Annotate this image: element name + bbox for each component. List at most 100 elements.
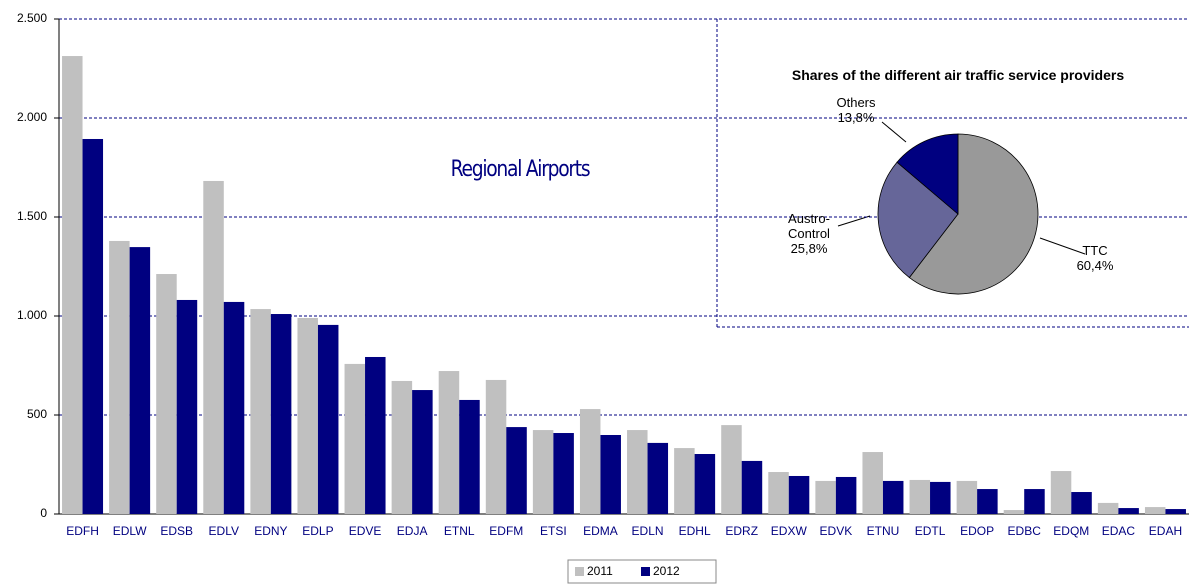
x-tick-label: EDLN bbox=[632, 524, 664, 538]
bar bbox=[956, 480, 978, 514]
x-tick-label: EDHL bbox=[679, 524, 711, 538]
x-tick-label: EDLP bbox=[302, 524, 333, 538]
y-tick-label: 1.000 bbox=[17, 308, 47, 322]
y-tick-label: 0 bbox=[40, 506, 47, 520]
bar bbox=[882, 480, 904, 514]
bar bbox=[223, 301, 245, 514]
x-tick-label: EDAH bbox=[1149, 524, 1182, 538]
x-tick-label: ETSI bbox=[540, 524, 567, 538]
legend-label: 2011 bbox=[587, 564, 613, 578]
pie-label: Others 13,8% bbox=[826, 95, 886, 125]
pie-slice bbox=[877, 161, 959, 279]
legend-label: 2012 bbox=[653, 564, 680, 578]
bar bbox=[674, 448, 695, 514]
bar bbox=[317, 324, 339, 514]
x-tick-label: EDJA bbox=[397, 524, 428, 538]
bar bbox=[768, 472, 789, 514]
bar bbox=[909, 479, 931, 514]
x-tick-label: EDVK bbox=[820, 524, 853, 538]
bar bbox=[459, 399, 480, 514]
bar bbox=[579, 409, 601, 514]
bar bbox=[1003, 510, 1025, 514]
x-tick-label: EDNY bbox=[254, 524, 287, 538]
pie-value: 13,8% bbox=[837, 110, 875, 125]
bar bbox=[788, 475, 810, 514]
bar bbox=[129, 247, 151, 514]
pie-category: TTC bbox=[1082, 243, 1108, 258]
bar bbox=[438, 371, 460, 514]
y-tick-label: 2.000 bbox=[17, 110, 47, 124]
x-tick-label: EDRZ bbox=[725, 524, 758, 538]
bar bbox=[815, 480, 836, 514]
bar bbox=[391, 380, 413, 514]
x-tick-label: EDBC bbox=[1008, 524, 1042, 538]
x-tick-label: ETNU bbox=[867, 524, 900, 538]
bar bbox=[270, 314, 292, 514]
bar bbox=[344, 363, 366, 514]
legend-swatch bbox=[641, 567, 650, 576]
pie-label: Austro-Control 25,8% bbox=[778, 211, 840, 256]
pie-value: 25,8% bbox=[790, 241, 828, 256]
x-tick-label: EDAC bbox=[1102, 524, 1136, 538]
bar bbox=[1097, 502, 1119, 514]
bar bbox=[176, 299, 198, 514]
bar bbox=[1071, 492, 1092, 514]
bar bbox=[721, 425, 742, 514]
bar bbox=[694, 454, 716, 514]
bar bbox=[835, 476, 857, 514]
x-tick-label: EDQM bbox=[1053, 524, 1089, 538]
bar bbox=[977, 489, 998, 514]
bar bbox=[297, 317, 318, 514]
x-tick-label: EDTL bbox=[915, 524, 946, 538]
leader-line bbox=[881, 121, 907, 143]
x-tick-label: EDLV bbox=[209, 524, 239, 538]
bar bbox=[553, 433, 574, 514]
leader-line bbox=[837, 215, 871, 227]
bar bbox=[862, 452, 883, 514]
bar bbox=[741, 460, 763, 514]
x-tick-label: EDFM bbox=[489, 524, 523, 538]
y-tick-label: 500 bbox=[27, 407, 47, 421]
pie-slice bbox=[896, 133, 959, 215]
x-tick-label: EDLW bbox=[113, 524, 147, 538]
bar bbox=[156, 274, 177, 514]
bar bbox=[1050, 471, 1072, 514]
bar bbox=[109, 240, 130, 514]
bar bbox=[250, 309, 271, 514]
pie-slice bbox=[908, 133, 1039, 295]
bar bbox=[203, 180, 224, 515]
x-tick-label: EDFH bbox=[66, 524, 99, 538]
pie-value: 60,4% bbox=[1076, 258, 1114, 273]
x-tick-label: EDOP bbox=[960, 524, 994, 538]
chart-title: Regional Airports bbox=[450, 157, 591, 182]
bar bbox=[600, 434, 621, 514]
bar bbox=[1144, 507, 1166, 514]
x-tick-label: EDMA bbox=[583, 524, 618, 538]
bar bbox=[627, 430, 648, 514]
bar bbox=[647, 442, 669, 514]
y-tick-label: 2.500 bbox=[17, 11, 47, 25]
bar bbox=[485, 379, 507, 514]
bar bbox=[506, 427, 527, 514]
pie-category: Others bbox=[836, 95, 876, 110]
bar bbox=[532, 430, 554, 514]
x-tick-label: EDVE bbox=[349, 524, 382, 538]
x-tick-label: EDXW bbox=[771, 524, 808, 538]
bar bbox=[412, 390, 433, 514]
bar bbox=[82, 138, 104, 514]
y-tick-label: 1.500 bbox=[17, 209, 47, 223]
bar bbox=[1165, 509, 1186, 514]
pie-category: Austro-Control bbox=[788, 211, 830, 241]
x-tick-label: EDSB bbox=[160, 524, 193, 538]
bar bbox=[365, 356, 386, 514]
x-tick-label: ETNL bbox=[444, 524, 475, 538]
bar bbox=[1118, 508, 1139, 514]
legend-swatch bbox=[575, 567, 584, 576]
bar bbox=[930, 481, 951, 514]
bar bbox=[62, 56, 83, 514]
pie-title: Shares of the different air traffic serv… bbox=[791, 67, 1125, 83]
bar bbox=[1024, 489, 1045, 514]
pie-label: TTC 60,4% bbox=[1070, 243, 1120, 273]
